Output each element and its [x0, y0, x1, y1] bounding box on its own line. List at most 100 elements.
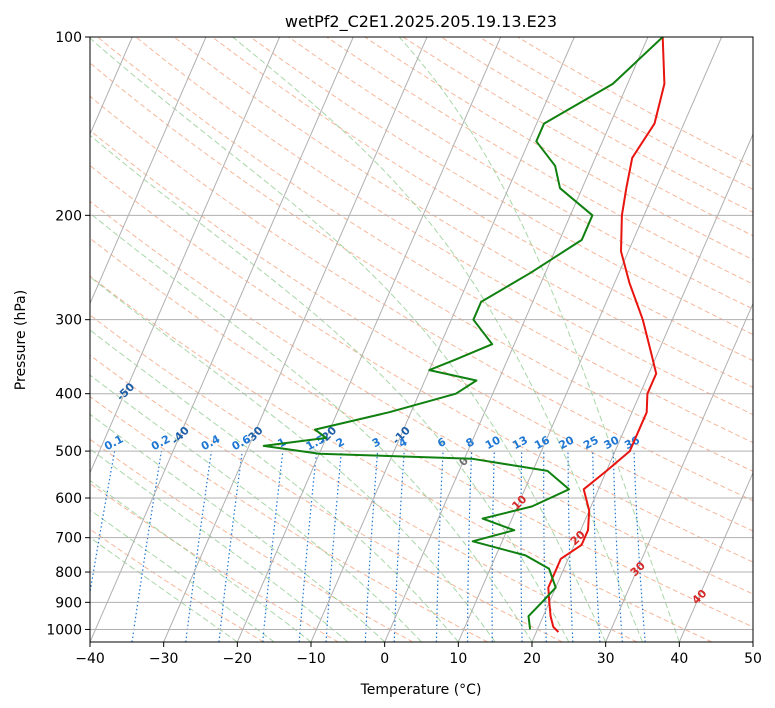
mixing-ratio-label: 20 [557, 433, 577, 452]
dry-adiabat [517, 37, 753, 168]
x-tick-label: 30 [597, 651, 615, 667]
x-tick-label: 40 [670, 651, 688, 667]
moist-adiabat [90, 509, 275, 642]
dry-adiabat [211, 37, 753, 362]
mixing-ratio-label: 2 [334, 435, 347, 450]
x-axis-ticks: −40 −30 −20 −10 0 10 20 30 40 50 [75, 642, 762, 667]
dry-adiabat [364, 37, 753, 261]
x-tick-label: 10 [449, 651, 467, 667]
dry-adiabat [90, 528, 264, 642]
mixing-ratio-line [325, 451, 342, 642]
dry-adiabat [135, 37, 753, 416]
mixing-ratio-label: 8 [464, 435, 477, 450]
x-tick-label: 50 [744, 651, 762, 667]
isotherm-gridline [90, 37, 354, 642]
dry-adiabat [173, 37, 753, 388]
isotherm-gridline [90, 37, 207, 305]
dry-adiabat [90, 314, 638, 642]
grid [0, 37, 753, 642]
dry-adiabat [90, 129, 753, 532]
mixing-ratio-label: 25 [581, 433, 601, 452]
moist-adiabat [90, 374, 422, 642]
x-tick-label: 0 [380, 651, 389, 667]
isotherm-gridline [531, 132, 753, 642]
moist-adiabat [90, 448, 349, 642]
moist-adiabat [90, 276, 496, 642]
chart-title: wetPf2_C2E1.2025.205.19.13.E23 [285, 12, 557, 32]
mixing-ratio-line [90, 450, 116, 597]
dry-adiabat [90, 275, 712, 642]
dewpoint-profile-line [262, 37, 664, 630]
plot-frame [89, 36, 754, 643]
mixing-ratio-line [364, 451, 379, 642]
isotherm-gridline [236, 37, 502, 642]
moist-adiabat [90, 536, 238, 642]
dry-adiabat [90, 237, 753, 628]
isotherm-gridline [752, 640, 753, 642]
y-tick-label: 500 [55, 444, 82, 460]
mixing-ratio-line [218, 451, 243, 642]
isotherm-label: -40 [169, 424, 192, 447]
y-axis-label: Pressure (hPa) [13, 290, 29, 390]
mixing-ratio-line [298, 451, 318, 642]
moist-adiabat [90, 413, 386, 642]
y-tick-label: 800 [55, 565, 82, 581]
mixing-ratio-label: 13 [510, 433, 530, 452]
isotherm-gridline [310, 37, 575, 642]
background-lines [90, 37, 753, 642]
dry-adiabat [288, 37, 753, 310]
x-tick-label: −30 [149, 651, 179, 667]
moist-adiabat [90, 212, 533, 642]
moist-adiabat [398, 37, 680, 642]
isotherm-gridline [457, 37, 723, 642]
mixing-ratio-label: 10 [483, 433, 503, 452]
dry-adiabat [97, 37, 753, 444]
isotherm-label: 0 [456, 454, 471, 469]
y-axis-ticks: 100 200 300 400 500 600 700 800 900 1000 [46, 30, 90, 638]
mixing-ratio-line [567, 451, 574, 642]
isotherm-label: 40 [689, 587, 709, 607]
isotherm-gridline [605, 302, 753, 642]
moist-adiabat [90, 134, 570, 642]
x-axis-label: Temperature (°C) [360, 682, 482, 698]
dry-adiabat [90, 354, 563, 642]
mixing-ratio-line [435, 451, 444, 642]
moist-adiabat [90, 37, 607, 642]
y-tick-label: 1000 [46, 622, 82, 638]
dry-adiabat [90, 396, 488, 642]
mixing-ratio-label: 0.2 [149, 432, 172, 453]
isotherm-gridline [0, 37, 59, 642]
mixing-ratio-line [131, 450, 163, 642]
dry-adiabat [90, 482, 339, 642]
isotherm-label: -50 [114, 380, 137, 403]
y-tick-label: 300 [55, 313, 82, 329]
y-tick-label: 700 [55, 531, 82, 547]
temperature-profile-line [547, 37, 666, 633]
moist-adiabat [90, 329, 459, 642]
x-tick-label: 20 [523, 651, 541, 667]
isotherm-label: -70 [17, 265, 40, 288]
profile-lines [262, 37, 666, 633]
mixing-ratio-label: 30 [602, 433, 622, 452]
isotherm-gridline [163, 37, 428, 642]
mixing-ratio-label: 0.4 [199, 432, 223, 453]
dry-adiabat [326, 37, 753, 285]
x-tick-label: −40 [75, 651, 105, 667]
x-tick-label: −10 [296, 651, 326, 667]
dry-adiabat [90, 95, 753, 502]
y-tick-label: 900 [55, 595, 82, 611]
mixing-ratio-label: 36 [622, 433, 642, 452]
moist-adiabat [90, 479, 312, 642]
y-tick-label: 200 [55, 208, 82, 224]
x-tick-label: −20 [223, 651, 253, 667]
isotherm-gridline [90, 37, 281, 474]
mixing-ratio-line [262, 451, 284, 642]
y-tick-label: 400 [55, 387, 82, 403]
mixing-ratio-line [185, 451, 213, 642]
mixing-ratio-label: 16 [532, 433, 552, 452]
moist-adiabat [232, 37, 643, 642]
y-tick-label: 100 [55, 30, 82, 46]
isotherm-gridline [678, 471, 753, 642]
dry-adiabat [90, 200, 753, 595]
